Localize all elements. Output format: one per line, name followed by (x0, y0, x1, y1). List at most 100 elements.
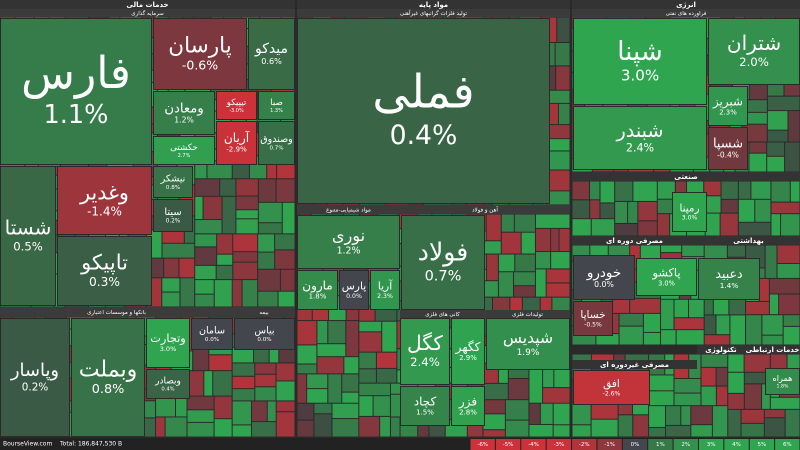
mini-tile (297, 403, 314, 420)
mini-tile (214, 419, 232, 437)
mini-tile (661, 299, 674, 330)
mini-tile (346, 321, 359, 357)
legend-label: 0% (631, 442, 640, 448)
mini-tile (521, 232, 535, 254)
mini-tile (727, 245, 746, 257)
mini-tile (591, 219, 615, 236)
stock-change: 2.9% (459, 354, 477, 362)
mini-tile (630, 298, 661, 313)
mini-tile (510, 297, 522, 317)
stock-name: فولاد (418, 238, 468, 268)
stock-name: وصندوق (260, 134, 292, 145)
mini-tile (738, 222, 771, 236)
mini-tile (275, 250, 295, 269)
stock-tile (698, 258, 760, 300)
stock-name: پارس (342, 279, 366, 292)
mini-tile (156, 417, 165, 437)
mini-tile (505, 420, 529, 437)
stock-tile (708, 18, 800, 85)
mini-tile (591, 403, 618, 419)
mini-tile (628, 201, 638, 223)
mini-tile (559, 228, 570, 252)
mini-tile (204, 371, 213, 396)
mini-tile (180, 278, 195, 307)
stock-name: وبصادر (154, 376, 181, 386)
stock-name: آریان (224, 130, 250, 146)
sector-title: خدمات مالی (126, 1, 168, 9)
stock-name: همراه (773, 373, 793, 383)
mini-tile (232, 363, 255, 376)
mini-tile (721, 181, 738, 199)
mini-tile (674, 299, 688, 318)
stock-change: -3.0% (229, 108, 244, 114)
mini-tile (162, 278, 180, 292)
stock-name: آریا (378, 278, 393, 292)
mini-tile (767, 96, 800, 111)
mini-tile (649, 406, 665, 427)
sector-header (297, 0, 570, 9)
mini-tile (535, 228, 551, 252)
mini-tile (787, 354, 800, 377)
stock-tile (339, 270, 369, 310)
mini-tile (557, 17, 570, 42)
mini-tile (712, 406, 728, 437)
mini-tile (657, 181, 675, 199)
mini-tile (675, 181, 687, 199)
mini-tile (252, 422, 276, 437)
mini-tile (762, 315, 783, 335)
stock-name: شسپا (713, 136, 743, 151)
sector-header (572, 172, 800, 181)
mini-tile (704, 181, 721, 196)
legend-swatch (648, 439, 673, 450)
mini-tile (529, 424, 553, 437)
mini-tile (643, 332, 661, 345)
mini-tile (187, 396, 214, 410)
mini-tile (483, 430, 505, 437)
stock-change: 0.7% (425, 268, 462, 284)
mini-tile (661, 245, 682, 253)
mini-tile (269, 341, 279, 363)
sector-title: کانی های فلزی (425, 311, 460, 318)
stock-change: -0.4% (717, 151, 739, 160)
stock-name: سامان (199, 326, 225, 337)
stock-change: -2.6% (603, 390, 621, 397)
mini-tile (553, 403, 570, 425)
mini-tile (783, 326, 800, 345)
mini-tile (665, 425, 691, 437)
stock-tile (0, 318, 70, 437)
mini-tile (746, 315, 762, 345)
mini-tile (755, 199, 771, 222)
mini-tile (220, 179, 236, 196)
mini-tile (276, 363, 295, 381)
mini-tile (258, 269, 280, 291)
stock-change: 1.5% (416, 409, 434, 417)
mini-tile (701, 386, 716, 406)
stock-change: -2.9% (226, 145, 247, 154)
mini-tile (307, 389, 328, 403)
mini-tile (297, 374, 307, 403)
sector-header (0, 9, 295, 17)
legend-label: 5% (758, 442, 767, 448)
mini-tile (276, 381, 295, 401)
mini-tile (701, 354, 728, 367)
mini-tile (547, 139, 570, 151)
mini-tile (482, 383, 508, 400)
mini-tile (297, 345, 317, 364)
mini-tile (209, 355, 232, 371)
mini-tile (649, 375, 674, 391)
stock-change: 3.0% (621, 66, 659, 84)
sector-header (572, 360, 697, 369)
stock-tile (451, 386, 485, 426)
stock-change: 0.0% (205, 337, 219, 343)
sector-header (233, 307, 295, 317)
mini-tile (759, 278, 769, 301)
mini-tile (258, 291, 278, 307)
stock-tile (400, 318, 450, 385)
mini-tile (359, 321, 382, 332)
mini-tile (390, 417, 400, 437)
mini-tile (483, 414, 505, 430)
mini-tile (214, 280, 232, 307)
mini-tile (255, 387, 276, 401)
mini-tile (328, 374, 342, 403)
mini-tile (252, 401, 267, 422)
